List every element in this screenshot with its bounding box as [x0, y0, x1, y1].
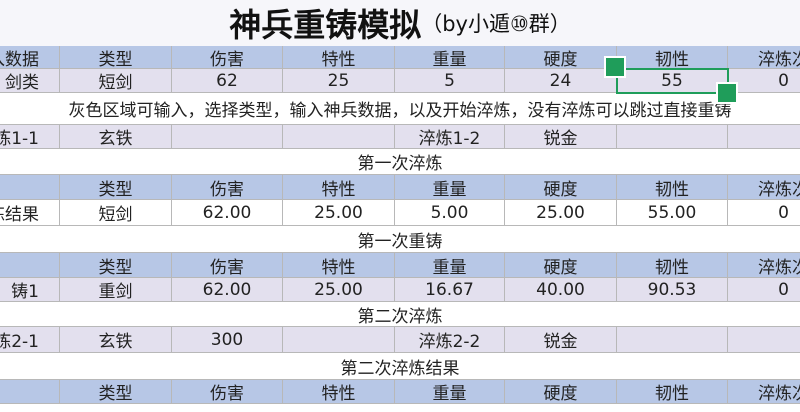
- header-cell: 类型: [60, 46, 172, 69]
- title: 神兵重铸模拟: [229, 6, 422, 44]
- header-cell: 韧性: [617, 380, 728, 404]
- header-cell: [0, 175, 60, 200]
- banner: 第一次重铸: [0, 226, 800, 253]
- header-cell: 硬度: [505, 46, 617, 69]
- header-cell: 入数据: [0, 46, 60, 69]
- input-cell[interactable]: [283, 327, 395, 353]
- input-cell[interactable]: 重剑: [60, 278, 172, 302]
- plain-cell: 短剑: [60, 200, 172, 226]
- input-cell[interactable]: [172, 125, 283, 149]
- header-cell: 特性: [283, 46, 395, 69]
- plain-cell: 5.00: [395, 200, 505, 226]
- header-cell: 韧性: [617, 253, 728, 278]
- input-cell[interactable]: 玄铁: [60, 125, 172, 149]
- header-cell: 重量: [395, 46, 505, 69]
- input-cell[interactable]: 淬炼2-2: [395, 327, 505, 353]
- header-cell: 重量: [395, 253, 505, 278]
- header-cell: 伤害: [172, 175, 283, 200]
- header-cell: 重量: [395, 380, 505, 404]
- header-cell: 硬度: [505, 380, 617, 404]
- input-cell[interactable]: 90.53: [617, 278, 728, 302]
- input-cell[interactable]: 0: [728, 278, 800, 302]
- input-cell[interactable]: 300: [172, 327, 283, 353]
- header-cell: 淬炼次: [728, 175, 800, 200]
- input-cell[interactable]: 淬炼1-2: [395, 125, 505, 149]
- input-cell[interactable]: 锐金: [505, 327, 617, 353]
- plain-cell: 0: [728, 200, 800, 226]
- input-cell[interactable]: [728, 125, 800, 149]
- header-cell: [0, 380, 60, 404]
- input-cell[interactable]: 55: [617, 69, 728, 93]
- input-cell[interactable]: [728, 327, 800, 353]
- banner: 第二次淬炼: [0, 302, 800, 327]
- banner: 第一次淬炼: [0, 149, 800, 175]
- title-suffix: （by小遁⑩群）: [421, 12, 571, 36]
- input-cell[interactable]: 炼2-1: [0, 327, 60, 353]
- input-cell[interactable]: [617, 327, 728, 353]
- input-cell[interactable]: [617, 125, 728, 149]
- header-cell: 淬炼次: [728, 380, 800, 404]
- input-cell[interactable]: 40.00: [505, 278, 617, 302]
- header-cell: 特性: [283, 253, 395, 278]
- header-cell: 特性: [283, 380, 395, 404]
- note: 灰色区域可输入，选择类型，输入神兵数据，以及开始淬炼，没有淬炼可以跳过直接重铸: [0, 93, 800, 125]
- header-cell: 类型: [60, 175, 172, 200]
- input-cell[interactable]: 炼1-1: [0, 125, 60, 149]
- header-cell: 特性: [283, 175, 395, 200]
- selection-handle[interactable]: [604, 56, 626, 78]
- banner: 第二次淬炼结果: [0, 353, 800, 380]
- plain-cell: 55.00: [617, 200, 728, 226]
- header-cell: [0, 253, 60, 278]
- plain-cell: 炼结果: [0, 200, 60, 226]
- header-cell: 重量: [395, 175, 505, 200]
- input-cell[interactable]: [283, 125, 395, 149]
- plain-cell: 62.00: [172, 200, 283, 226]
- input-cell[interactable]: 5: [395, 69, 505, 93]
- input-cell[interactable]: 62.00: [172, 278, 283, 302]
- header-cell: 伤害: [172, 380, 283, 404]
- input-cell[interactable]: 25.00: [283, 278, 395, 302]
- header-cell: 韧性: [617, 175, 728, 200]
- input-cell[interactable]: 24: [505, 69, 617, 93]
- header-cell: 伤害: [172, 253, 283, 278]
- title-bar: 神兵重铸模拟 （by小遁⑩群）: [0, 0, 800, 47]
- input-cell[interactable]: 62: [172, 69, 283, 93]
- selection-handle[interactable]: [716, 82, 738, 104]
- input-cell[interactable]: 16.67: [395, 278, 505, 302]
- input-cell[interactable]: 0: [728, 69, 800, 93]
- header-cell: 类型: [60, 253, 172, 278]
- plain-cell: 25.00: [283, 200, 395, 226]
- input-cell[interactable]: 锐金: [505, 125, 617, 149]
- input-cell[interactable]: 铸1: [0, 278, 60, 302]
- header-cell: 淬炼次: [728, 46, 800, 69]
- header-cell: 韧性: [617, 46, 728, 69]
- header-cell: 硬度: [505, 253, 617, 278]
- input-cell[interactable]: 玄铁: [60, 327, 172, 353]
- header-cell: 硬度: [505, 175, 617, 200]
- header-cell: 伤害: [172, 46, 283, 69]
- input-cell[interactable]: 25: [283, 69, 395, 93]
- header-cell: 淬炼次: [728, 253, 800, 278]
- input-cell[interactable]: 短剑: [60, 69, 172, 93]
- input-cell[interactable]: 剑类: [0, 69, 60, 93]
- header-cell: 类型: [60, 380, 172, 404]
- selection-box: [616, 68, 729, 94]
- plain-cell: 25.00: [505, 200, 617, 226]
